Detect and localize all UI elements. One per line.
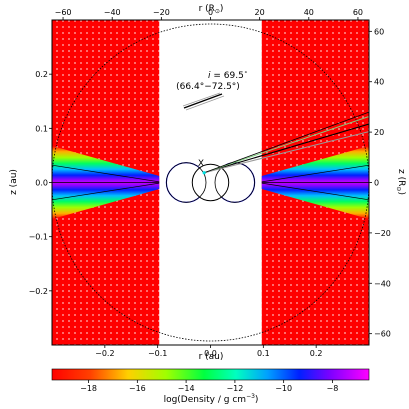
streamline-right-0 xyxy=(261,182,369,201)
y-right-tick-label: 0 xyxy=(374,179,379,188)
y-tick-label: 0.2 xyxy=(35,70,48,79)
colorbar-tick-label: −14 xyxy=(178,384,195,393)
inclination-annotation: i = 69.5∘ (66.4°−72.5°) xyxy=(176,69,248,111)
y-tick-label: −0.1 xyxy=(29,233,48,242)
colorbar-tick-label: −8 xyxy=(327,384,339,393)
y-tick-label: −0.2 xyxy=(29,287,48,296)
streamline-left-0 xyxy=(52,182,160,201)
y-right-tick-label: −20 xyxy=(374,229,391,238)
inclination-range-line-1 xyxy=(185,95,225,111)
y-right-tick-label: 40 xyxy=(374,78,384,87)
x-top-tick-label: 60 xyxy=(353,8,363,17)
inclination-indicator-line xyxy=(183,93,223,109)
colorbar-tick-label: −10 xyxy=(275,384,292,393)
x-tick-label: 0.0 xyxy=(204,349,217,358)
y-tick-label: 0.1 xyxy=(35,124,48,133)
x-top-tick-label: 20 xyxy=(255,8,265,17)
marker-x-point xyxy=(202,171,206,175)
colorbar-label: log(Density / g cm−3) xyxy=(164,393,259,405)
sightline-lower xyxy=(204,131,369,174)
x-tick-label: −0.2 xyxy=(95,349,114,358)
x-tick-label: −0.1 xyxy=(148,349,167,358)
central-star xyxy=(191,163,230,202)
x-tick-label: 0.2 xyxy=(310,349,323,358)
x-top-tick-label: 0 xyxy=(208,8,213,17)
inclination-range-label: (66.4°−72.5°) xyxy=(176,82,240,92)
y-tick-label: 0.0 xyxy=(35,179,48,188)
y-right-tick-label: 60 xyxy=(374,27,384,36)
y-right-tick-label: −40 xyxy=(374,279,391,288)
colorbar xyxy=(51,368,370,381)
colorbar-tick-label: −18 xyxy=(80,384,97,393)
streamline-right-2 xyxy=(261,164,369,183)
sightline-main xyxy=(204,123,369,174)
x-top-tick-label: −60 xyxy=(55,8,72,17)
x-top-tick-label: 40 xyxy=(304,8,314,17)
plot-area xyxy=(52,20,369,345)
y-right-axis-label: z (R⊙) xyxy=(395,169,406,195)
x-top-tick-label: −20 xyxy=(153,8,170,17)
y-axis-label: z (au) xyxy=(9,169,19,195)
sightline-upper-edge xyxy=(204,111,369,174)
streamline-left-2 xyxy=(52,164,160,183)
colorbar-tick-label: −16 xyxy=(129,384,146,393)
inclination-label: i = 69.5∘ xyxy=(208,69,248,81)
x-axis-label: r (au) xyxy=(199,352,224,362)
marker-x: X xyxy=(198,159,204,169)
x-tick-label: 0.1 xyxy=(257,349,270,358)
y-right-tick-label: −60 xyxy=(374,330,391,339)
colorbar-tick-label: −12 xyxy=(226,384,243,393)
y-right-tick-label: 20 xyxy=(374,128,384,137)
star-left-outline xyxy=(165,162,207,203)
axis-ticks: −0.2 −0.1 0.0 0.1 0.2 −0.2 −0.1 0.0 0.1 0.2 −60 −40… xyxy=(29,8,391,358)
x-top-axis-label: r (R⊙) xyxy=(199,4,224,15)
colorbar-ticks: −18 −16 −14 −12 −10 −8 xyxy=(80,380,338,393)
inclination-range-line-2 xyxy=(182,92,221,107)
x-top-tick-label: −40 xyxy=(104,8,121,17)
sightline-upper xyxy=(203,115,369,174)
